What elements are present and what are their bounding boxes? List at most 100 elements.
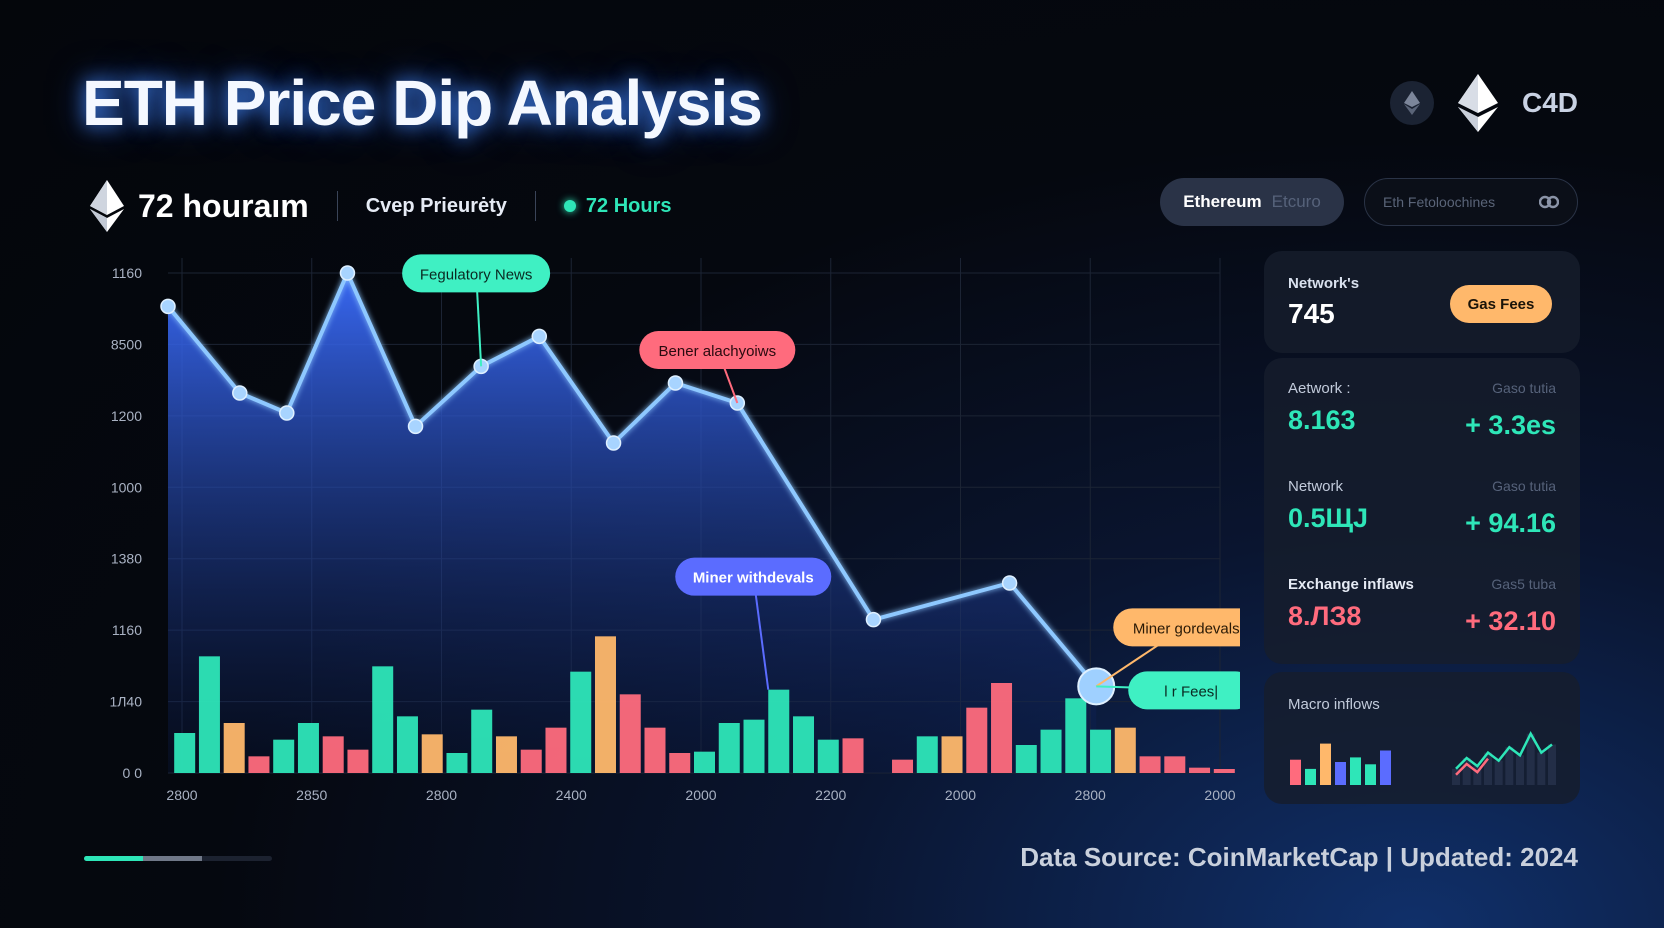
price-point xyxy=(1001,575,1018,591)
macro-shade-bar xyxy=(1484,752,1492,785)
x-tick-label: 2000 xyxy=(945,787,976,803)
volume-bar xyxy=(545,727,567,773)
volume-bar xyxy=(223,723,245,773)
x-tick-label: 2800 xyxy=(166,787,197,803)
ethereum-filter-pill[interactable]: Ethereum Etcuro xyxy=(1160,178,1344,226)
volume-bar xyxy=(941,736,963,773)
volume-bar xyxy=(471,709,493,773)
search-placeholder: Eth Fetoloochines xyxy=(1383,194,1496,210)
gas-fees-button[interactable]: Gas Fees xyxy=(1450,285,1552,323)
y-tick-label: 1380 xyxy=(111,551,142,567)
x-tick-label: 2850 xyxy=(296,787,327,803)
metric-change: + 94.16 xyxy=(1465,508,1556,538)
metric-value: 8.ЛЗ8 xyxy=(1288,601,1362,631)
progress-bar xyxy=(84,856,272,861)
volume-bar xyxy=(421,734,443,773)
macro-shade-bar xyxy=(1505,747,1514,785)
volume-bar xyxy=(817,739,839,773)
volume-bar xyxy=(495,736,517,773)
y-tick-label: 1160 xyxy=(112,622,142,638)
volume-bar xyxy=(768,689,790,773)
ethereum-logo-icon xyxy=(1457,74,1498,132)
annotation-pill xyxy=(1128,671,1240,710)
volume-bar xyxy=(1139,756,1161,773)
data-source: Data Source: CoinMarketCap | Updated: 20… xyxy=(1020,842,1578,872)
macro-bar xyxy=(1365,764,1376,785)
volume-bar xyxy=(297,723,319,773)
volume-bar xyxy=(1114,727,1136,773)
price-point xyxy=(667,375,684,391)
timeframe-selector[interactable]: 72 Hours xyxy=(585,194,672,217)
header-actions: C4D xyxy=(1389,74,1578,132)
macro-shade-bar xyxy=(1516,755,1524,785)
volume-bar xyxy=(322,736,344,773)
price-point xyxy=(279,405,295,421)
volume-bar xyxy=(347,749,369,773)
macro-panel: Macro inflows xyxy=(1264,672,1580,804)
x-tick-label: 2000 xyxy=(685,787,716,803)
ethereum-pill-label: Ethereum xyxy=(1183,192,1262,211)
brand-label: C4D xyxy=(1521,87,1578,118)
link-icon xyxy=(1539,195,1559,209)
ethereum-pill-sub: Etcuro xyxy=(1271,192,1321,211)
macro-shade-bar xyxy=(1452,768,1460,785)
volume-bar xyxy=(718,723,740,773)
progress-fill xyxy=(84,856,203,861)
price-point xyxy=(232,385,248,401)
macro-shade-bar xyxy=(1494,760,1503,785)
x-tick-label: 2800 xyxy=(1075,787,1106,803)
volume-bar xyxy=(743,719,765,773)
timeframe-title: 72 houraım xyxy=(138,187,309,224)
annotation-pill xyxy=(639,331,796,369)
annotation-label: l r Fees| xyxy=(1164,683,1218,700)
search-pill[interactable]: Eth Fetoloochines xyxy=(1364,178,1578,226)
volume-bar xyxy=(1164,756,1186,773)
y-tick-label: 1Л40 xyxy=(109,694,142,710)
y-tick-label: 0 0 xyxy=(123,765,143,781)
macro-shade-bar xyxy=(1473,766,1482,785)
x-tick-label: 2000 xyxy=(1204,787,1235,803)
metric-row: Network Gaso tutia 0.5ЩJ + 94.16 xyxy=(1288,478,1556,576)
metrics-panel: Aetwork : Gaso tutia 8.163 + 3.3es Netwo… xyxy=(1264,358,1580,664)
macro-bar xyxy=(1305,768,1316,785)
volume-bar xyxy=(372,666,394,773)
volume-bar xyxy=(1065,698,1087,773)
y-tick-label: 1000 xyxy=(111,479,142,495)
x-tick-label: 2800 xyxy=(426,787,457,803)
metric-change: + 3.3es xyxy=(1465,410,1556,440)
metric-right-label: Gas5 tuba xyxy=(1491,576,1556,592)
volume-bar xyxy=(694,751,715,773)
metric-change: + 32.10 xyxy=(1465,606,1556,636)
annotation-pill xyxy=(675,557,832,596)
network-value: 745 xyxy=(1288,298,1335,329)
subtitle-bar: 72 houraım Cvep Prieurėty 72 Hours xyxy=(90,178,671,234)
metric-value: 0.5ЩJ xyxy=(1288,503,1369,533)
price-point xyxy=(407,418,424,435)
ethereum-icon-button[interactable] xyxy=(1389,81,1434,125)
price-chart: 1160 8500 1200 1000 1380 1160 1Л40 0 0 2800 2850 2… xyxy=(109,254,1240,803)
metric-right-label: Gaso tutia xyxy=(1492,478,1556,494)
divider xyxy=(336,191,338,221)
price-point xyxy=(605,435,622,451)
macro-shade-bar xyxy=(1537,752,1546,785)
volume-bar xyxy=(619,694,641,773)
annotation-label: Miner gordevals xyxy=(1133,620,1240,637)
volume-bar xyxy=(644,727,666,773)
volume-bar xyxy=(1189,767,1211,773)
property-label: Cvep Prieurėty xyxy=(365,194,507,217)
macro-bar xyxy=(1350,757,1361,785)
annotation-label: Bener alachyoiws xyxy=(659,343,777,360)
macro-bar xyxy=(1290,759,1301,785)
metric-row: Aetwork : Gaso tutia 8.163 + 3.3es xyxy=(1288,380,1556,478)
annotation-label: Miner withdevals xyxy=(693,570,814,587)
macro-line xyxy=(1455,731,1553,770)
macro-mini-chart xyxy=(1290,731,1556,785)
volume-bar xyxy=(273,739,295,773)
y-tick-label: 1200 xyxy=(111,408,142,424)
macro-line-red xyxy=(1455,757,1489,776)
network-panel: Network's 745 Gas Fees xyxy=(1264,251,1580,353)
price-point xyxy=(339,265,356,281)
price-point xyxy=(865,611,882,628)
volume-bar xyxy=(966,707,988,773)
volume-bar xyxy=(594,636,616,773)
